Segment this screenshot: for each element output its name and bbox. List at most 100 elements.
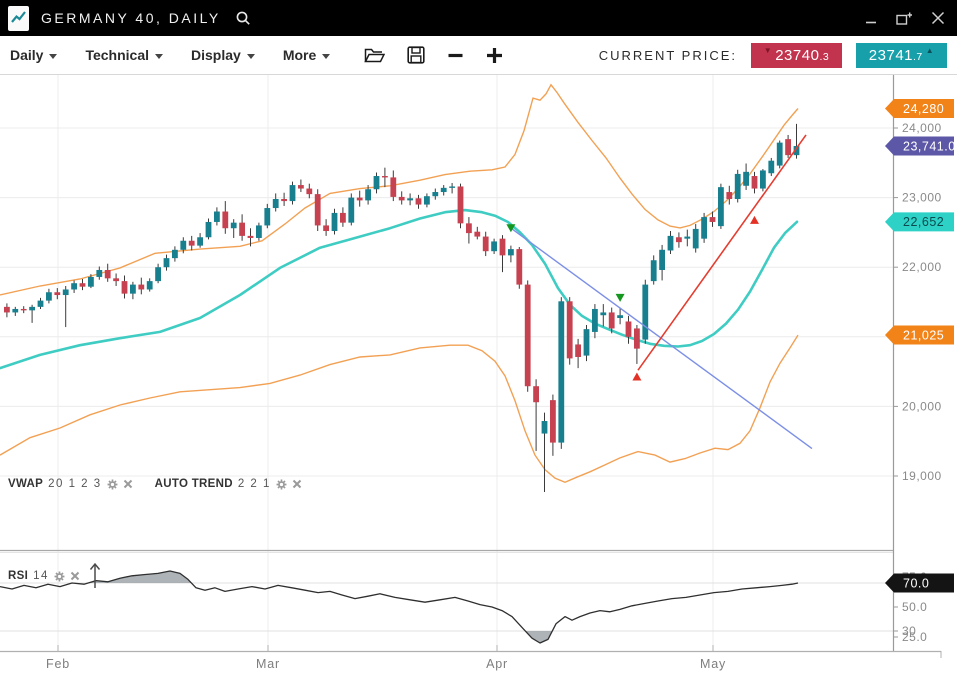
- candle[interactable]: [734, 169, 741, 203]
- menu-daily[interactable]: Daily: [10, 47, 58, 63]
- candle[interactable]: [348, 193, 355, 226]
- menu-more[interactable]: More: [283, 47, 331, 63]
- candle[interactable]: [323, 219, 329, 236]
- candle[interactable]: [272, 193, 279, 212]
- candle[interactable]: [415, 194, 422, 209]
- candle[interactable]: [331, 208, 338, 235]
- candle[interactable]: [256, 222, 262, 241]
- candle[interactable]: [785, 134, 791, 158]
- menu-display[interactable]: Display: [191, 47, 255, 63]
- candle[interactable]: [718, 183, 724, 229]
- candle[interactable]: [432, 188, 439, 200]
- candle[interactable]: [524, 280, 531, 392]
- candle[interactable]: [20, 306, 27, 314]
- autotrend-settings-gear-icon[interactable]: [276, 479, 287, 490]
- candle[interactable]: [340, 207, 346, 227]
- popout-window-button[interactable]: [896, 11, 913, 26]
- candle[interactable]: [281, 192, 287, 206]
- candle[interactable]: [625, 315, 632, 344]
- candle[interactable]: [29, 304, 35, 323]
- candle[interactable]: [533, 379, 539, 451]
- candle[interactable]: [583, 324, 590, 362]
- candle[interactable]: [289, 181, 296, 205]
- candle[interactable]: [617, 307, 623, 325]
- candle[interactable]: [676, 232, 682, 248]
- search-icon[interactable]: [235, 10, 252, 27]
- candle[interactable]: [188, 235, 195, 251]
- candle[interactable]: [104, 263, 111, 282]
- candle[interactable]: [600, 304, 607, 327]
- vwap-settings-gear-icon[interactable]: [107, 479, 118, 490]
- candle[interactable]: [634, 324, 640, 364]
- candle[interactable]: [650, 255, 657, 285]
- main-price-pane[interactable]: [0, 83, 813, 493]
- menu-technical[interactable]: Technical: [85, 47, 164, 63]
- vwap-remove-icon[interactable]: [123, 479, 133, 489]
- candle[interactable]: [79, 279, 86, 291]
- candle[interactable]: [214, 207, 220, 226]
- rsi-pane[interactable]: [0, 562, 799, 644]
- candle[interactable]: [390, 170, 397, 202]
- candle[interactable]: [457, 183, 464, 229]
- rsi-settings-gear-icon[interactable]: [54, 571, 65, 582]
- candle[interactable]: [726, 185, 733, 205]
- candle[interactable]: [667, 231, 674, 254]
- candle[interactable]: [314, 189, 321, 232]
- rsi-remove-icon[interactable]: [70, 571, 80, 581]
- candle[interactable]: [146, 278, 153, 292]
- candle[interactable]: [575, 338, 581, 369]
- candle[interactable]: [365, 185, 371, 205]
- candle[interactable]: [298, 179, 304, 193]
- candle[interactable]: [54, 288, 61, 300]
- candle[interactable]: [449, 182, 455, 194]
- candle[interactable]: [541, 412, 548, 493]
- chart-area[interactable]: 24,00023,00022,00021,00020,00019,00075.0…: [0, 75, 957, 683]
- candle[interactable]: [474, 226, 481, 240]
- candle[interactable]: [222, 201, 229, 234]
- candle[interactable]: [701, 212, 707, 243]
- candle[interactable]: [466, 217, 472, 244]
- candle[interactable]: [642, 279, 649, 344]
- candle[interactable]: [508, 245, 514, 263]
- candle[interactable]: [138, 277, 145, 295]
- candle[interactable]: [12, 306, 19, 316]
- candle[interactable]: [356, 190, 363, 207]
- candle[interactable]: [373, 172, 380, 194]
- candle[interactable]: [46, 288, 52, 304]
- minimize-button[interactable]: [865, 12, 878, 25]
- zoom-out-icon[interactable]: [447, 47, 464, 64]
- save-icon[interactable]: [407, 46, 425, 64]
- candle[interactable]: [793, 123, 800, 159]
- candle[interactable]: [163, 254, 170, 271]
- candle[interactable]: [751, 171, 758, 194]
- candle[interactable]: [424, 193, 430, 208]
- candle[interactable]: [566, 297, 573, 365]
- price-axis[interactable]: 24,00023,00022,00021,00020,00019,00075.0…: [892, 75, 942, 651]
- open-folder-icon[interactable]: [364, 47, 386, 64]
- candle[interactable]: [516, 247, 523, 289]
- candle[interactable]: [499, 235, 506, 273]
- candle[interactable]: [440, 185, 447, 196]
- zoom-in-icon[interactable]: [486, 47, 503, 64]
- candle[interactable]: [760, 169, 766, 192]
- candle[interactable]: [96, 266, 103, 280]
- candle[interactable]: [592, 304, 598, 339]
- candle[interactable]: [113, 273, 119, 286]
- candle[interactable]: [130, 281, 136, 300]
- candle[interactable]: [172, 246, 178, 262]
- candle[interactable]: [743, 163, 749, 190]
- candle[interactable]: [382, 167, 388, 188]
- auto-trendline-up[interactable]: [637, 134, 807, 371]
- candle[interactable]: [776, 140, 783, 169]
- candle[interactable]: [608, 307, 615, 334]
- candle[interactable]: [306, 183, 313, 199]
- candle[interactable]: [659, 244, 665, 281]
- candle[interactable]: [239, 214, 245, 241]
- candle[interactable]: [4, 303, 10, 318]
- candle[interactable]: [121, 275, 128, 299]
- candle[interactable]: [558, 297, 565, 449]
- candle[interactable]: [180, 237, 187, 254]
- candle[interactable]: [264, 203, 271, 229]
- annotation-arrow-up-icon[interactable]: [89, 562, 101, 588]
- candle[interactable]: [88, 274, 94, 289]
